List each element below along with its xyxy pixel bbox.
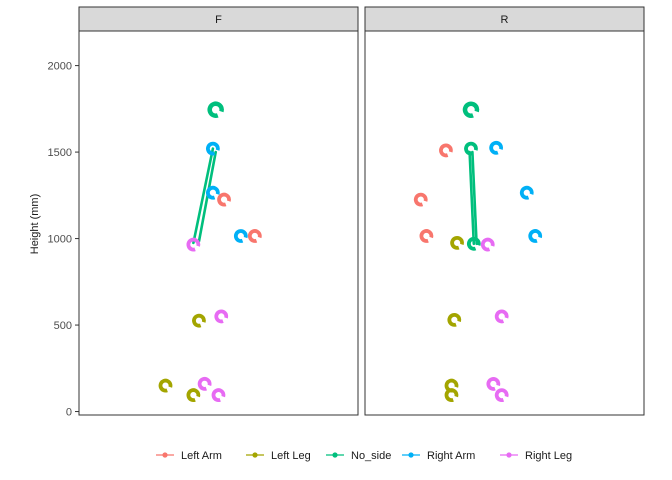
- data-point-right-arm: [233, 229, 248, 243]
- facet-strip: [364, 6, 645, 32]
- legend-key-point: [162, 452, 168, 458]
- data-point-left-leg: [158, 378, 173, 393]
- data-point-left-leg: [186, 388, 201, 402]
- data-point-no-side: [207, 101, 224, 118]
- series-line-no-side: [192, 147, 215, 245]
- data-point-left-arm: [217, 192, 231, 207]
- legend-key-point: [408, 452, 414, 458]
- facet-panel-f: F: [78, 6, 359, 416]
- facet-strip-label: F: [215, 14, 222, 26]
- y-axis-title: Height (mm): [29, 194, 41, 255]
- data-point-right-leg: [186, 237, 201, 252]
- data-point-right-leg: [197, 376, 212, 391]
- data-point-right-leg: [486, 377, 501, 391]
- legend-label: Left Leg: [271, 450, 311, 462]
- data-point-right-leg: [211, 388, 226, 403]
- data-point-left-arm: [413, 192, 428, 207]
- data-point-right-leg: [214, 309, 229, 324]
- legend-label: Right Leg: [525, 450, 572, 462]
- series-line-no-side: [468, 150, 476, 246]
- panel-border: [364, 30, 645, 416]
- facet-panel-r: R: [364, 6, 645, 416]
- y-tick-label: 1000: [48, 234, 72, 246]
- data-point-right-arm: [489, 140, 504, 155]
- data-point-left-arm: [247, 229, 262, 243]
- data-point-left-leg: [447, 312, 462, 327]
- data-point-no-side: [464, 141, 478, 156]
- data-point-right-arm: [205, 185, 220, 200]
- legend-item-no-side: No_side: [326, 450, 391, 462]
- y-tick-label: 0: [66, 407, 72, 419]
- legend-label: Left Arm: [181, 450, 222, 462]
- panel-border: [78, 30, 359, 416]
- y-tick-label: 2000: [48, 61, 72, 73]
- y-tick-label: 1500: [48, 147, 72, 159]
- data-point-right-leg: [480, 237, 495, 252]
- legend-label: No_side: [351, 450, 391, 462]
- series-line-no-side: [471, 150, 478, 246]
- legend-label: Right Arm: [427, 450, 475, 462]
- data-point-left-leg: [450, 235, 464, 250]
- legend-key-point: [506, 452, 512, 458]
- y-tick-label: 500: [54, 320, 72, 332]
- data-point-right-arm: [528, 229, 543, 243]
- facet-strip-label: R: [501, 14, 509, 26]
- data-point-no-side: [466, 236, 481, 251]
- data-point-right-leg: [494, 309, 509, 324]
- legend: Left Arm Left Leg No_side Right Arm Right Le…: [156, 450, 572, 462]
- legend-item-right-arm: Right Arm: [402, 450, 475, 462]
- legend-key-point: [332, 452, 338, 458]
- data-point-right-arm: [205, 141, 220, 156]
- y-axis: 0 500 1000 1500 2000: [48, 61, 79, 419]
- legend-item-right-leg: Right Leg: [500, 450, 572, 462]
- facet-strip: [78, 6, 359, 32]
- data-point-left-leg: [192, 313, 206, 328]
- legend-item-left-leg: Left Leg: [246, 450, 311, 462]
- legend-item-left-arm: Left Arm: [156, 450, 222, 462]
- data-point-left-leg: [444, 388, 459, 402]
- data-point-right-leg: [494, 388, 509, 403]
- legend-key-point: [252, 452, 258, 458]
